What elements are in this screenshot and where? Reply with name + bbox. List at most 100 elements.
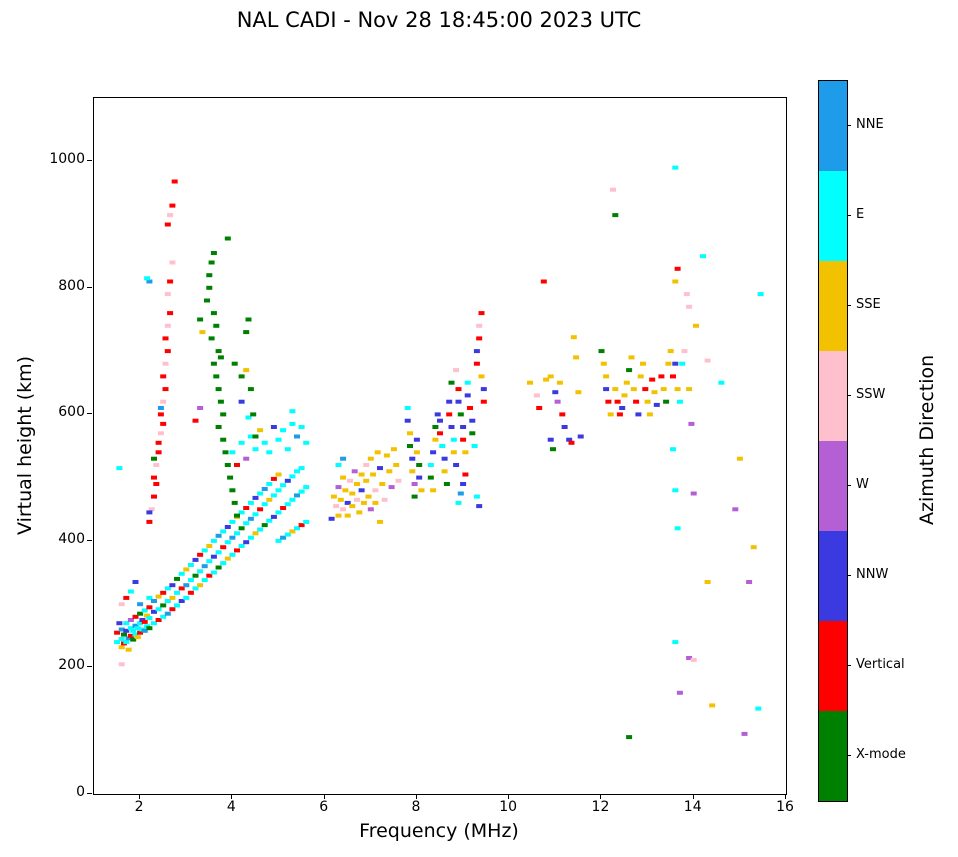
scatter-point [670, 447, 676, 452]
scatter-point [151, 609, 157, 614]
scatter-point [347, 478, 353, 483]
scatter-point [349, 491, 356, 496]
scatter-point [552, 390, 559, 395]
scatter-point [250, 412, 257, 417]
scatter-point [146, 595, 153, 600]
scatter-point [206, 285, 213, 290]
scatter-point [340, 475, 347, 480]
scatter-point [628, 355, 635, 360]
scatter-point [303, 440, 310, 445]
scatter-point [635, 412, 642, 417]
scatter-point [213, 323, 220, 328]
scatter-point [646, 412, 653, 417]
scatter-point [261, 487, 268, 491]
scatter-point [672, 165, 679, 170]
scatter-point [257, 527, 264, 532]
scatter-point [164, 349, 171, 354]
scatter-point [280, 535, 287, 540]
scatter-point [434, 412, 441, 417]
scatter-point [536, 406, 543, 410]
scatter-point [155, 607, 162, 612]
scatter-point [427, 475, 434, 480]
scatter-point [411, 482, 418, 486]
scatter-point [125, 647, 132, 652]
scatter-point [462, 472, 469, 477]
scatter-point [360, 500, 367, 505]
scatter-point [123, 621, 130, 626]
scatter-point [478, 374, 485, 379]
y-tick-mark [87, 539, 92, 541]
scatter-point [127, 633, 134, 638]
scatter-point [114, 640, 121, 645]
x-tick-mark [139, 794, 141, 799]
x-tick-label: 10 [499, 799, 518, 815]
scatter-point [134, 626, 141, 631]
scatter-point [206, 573, 213, 578]
scatter-point [164, 323, 171, 328]
scatter-point [238, 399, 245, 404]
scatter-point [160, 603, 167, 608]
scatter-point [146, 616, 153, 621]
scatter-point [303, 485, 310, 490]
scatter-point [448, 380, 455, 385]
scatter-point [289, 421, 296, 426]
scatter-point [197, 552, 204, 557]
scatter-point [167, 213, 174, 218]
scatter-point [275, 488, 282, 493]
scatter-point [210, 554, 217, 559]
scatter-point [383, 453, 390, 458]
scatter-point [252, 434, 259, 439]
scatter-point [377, 466, 383, 471]
colorbar-segment-ssw [819, 351, 847, 441]
y-axis-label: Virtual height (km) [14, 355, 36, 535]
scatter-point [430, 450, 437, 455]
scatter-point [160, 374, 167, 379]
scatter-point [473, 494, 480, 499]
scatter-point [298, 489, 305, 494]
scatter-point [151, 599, 157, 603]
scatter-point [210, 570, 217, 575]
scatter-point [289, 474, 296, 479]
scatter-point [674, 266, 681, 271]
scatter-point [432, 437, 439, 442]
scatter-point [206, 544, 213, 548]
colorbar-label-x-mode: X-mode [856, 747, 906, 762]
scatter-point [476, 504, 483, 509]
scatter-point [220, 561, 227, 566]
scatter-point [146, 605, 153, 610]
scatter-point [289, 497, 296, 502]
scatter-point [222, 450, 229, 455]
scatter-point [160, 614, 167, 619]
scatter-point [430, 488, 437, 493]
scatter-point [418, 488, 425, 493]
scatter-point [210, 251, 217, 255]
scatter-point [667, 349, 674, 354]
scatter-point [162, 336, 169, 341]
scatter-point [266, 518, 273, 523]
colorbar-tick-mark [847, 395, 851, 396]
scatter-point [679, 361, 686, 366]
scatter-point [663, 399, 670, 404]
scatter-point [573, 355, 580, 360]
colorbar-segment-nne [819, 81, 847, 171]
scatter-point [123, 595, 130, 600]
scatter-point [686, 304, 693, 309]
scatter-point [127, 618, 134, 622]
scatter-point [381, 497, 388, 502]
scatter-point [335, 513, 342, 518]
scatter-point [130, 637, 137, 642]
scatter-point [614, 399, 621, 404]
scatter-point [201, 578, 208, 583]
scatter-point [469, 431, 476, 436]
scatter-point [169, 595, 176, 600]
scatter-point [388, 485, 395, 490]
scatter-point [340, 507, 347, 512]
scatter-point [153, 482, 160, 486]
scatter-point [736, 456, 743, 461]
scatter-point [127, 626, 134, 631]
scatter-point [674, 387, 681, 392]
scatter-point [630, 387, 637, 392]
scatter-point [688, 421, 695, 426]
scatter-point [372, 500, 379, 505]
scatter-point [658, 374, 665, 379]
